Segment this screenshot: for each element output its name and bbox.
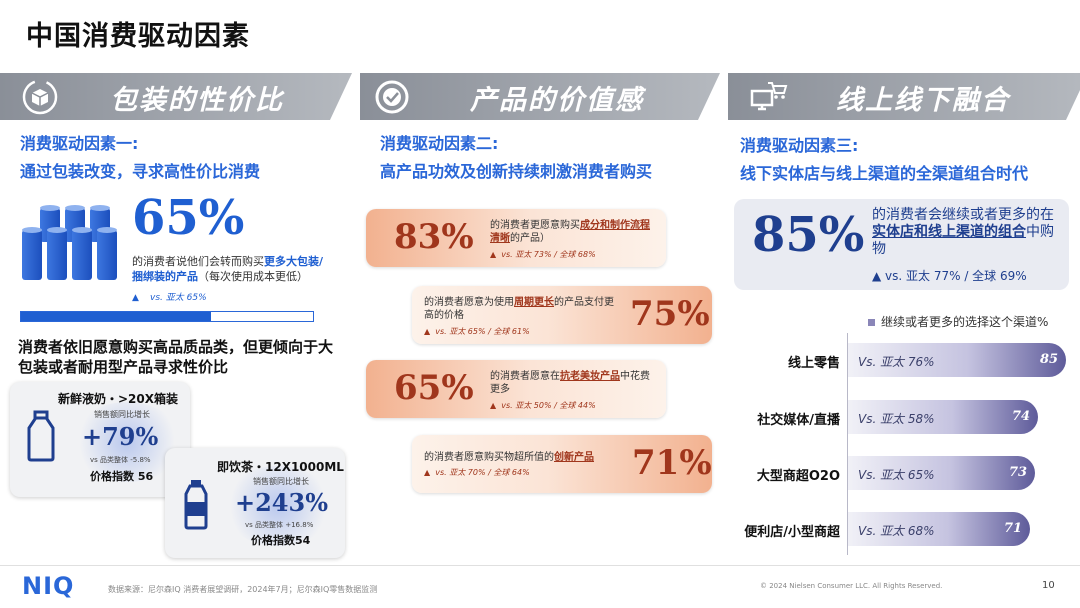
copyright: © 2024 Nielsen Consumer LLC. All Rights … [760,582,943,590]
col1-vs-text: vs. 亚太 65% [150,293,207,303]
up-triangle-icon: ▲ [132,293,139,303]
check-badge-icon [372,77,412,117]
col1-progress-bar [20,311,314,322]
value-item-1: 83% 的消费者更愿意购买成分和制作流程清晰的产品） ▲ vs. 亚太 73% … [366,209,666,267]
col2-heading: 消费驱动因素二: [380,134,499,153]
tea-card: 即饮茶・12X1000ML 销售额同比增长 +243% vs 品类整体 +16.… [165,448,345,558]
item-value: 75% [630,294,710,334]
col1-description: 的消费者说他们会转而购买更多大包装/捆绑装的产品（每次使用成本更低） [132,254,332,284]
bar [848,456,1035,490]
card-index: 价格指数 56 [90,470,154,483]
desc-suffix: （每次使用成本更低） [198,270,308,283]
col3-big-value: 85% [752,207,865,263]
legend-label: 继续或者更多的选择这个渠道% [881,315,1049,329]
milk-bottle-icon [26,410,56,466]
col1-vs: ▲ vs. 亚太 65% [132,285,207,304]
item-vs: ▲ vs. 亚太 73% / 全球 68% [490,250,596,259]
value-item-4: 的消费者愿意购买物超所值的创新产品 ▲ vs. 亚太 70% / 全球 64% … [412,435,712,493]
card-vs: vs 品类整体 -5.8% [90,456,151,464]
card-subtitle: 销售额同比增长 [253,477,309,486]
desc-prefix: 的消费者说他们会转而购买 [132,255,264,268]
card-value: +79% [82,422,159,451]
bar [848,512,1030,546]
item-vs: ▲ vs. 亚太 50% / 全球 44% [490,401,596,410]
footer-divider [0,565,1080,566]
bar-annotation: Vs. 亚太 76% [858,355,935,369]
bar-value-label: 71 [1004,521,1023,536]
card-title: 即饮茶・12X1000ML [217,460,344,474]
package-cycle-icon [20,77,60,117]
col1-mid-title: 消费者依旧愿意购买高品质品类，但更倾向于大包装或者耐用型产品寻求性价比 [18,338,334,376]
value-item-3: 65% 的消费者愿意在抗老美妆产品中花费更多 ▲ vs. 亚太 50% / 全球… [366,360,666,418]
page-title: 中国消费驱动因素 [26,21,250,52]
col3-subheading: 线下实体店与线上渠道的全渠道组合时代 [740,164,1029,183]
card-subtitle: 销售额同比增长 [94,410,150,419]
bar-value-label: 74 [1012,409,1031,424]
col1-subheading: 通过包装改变，寻求高性价比消费 [20,162,261,181]
col1-big-value: 65% [132,190,245,246]
item-text: 的消费者愿意为使用周期更长的产品支付更高的价格 [424,297,614,321]
legend-swatch [868,319,875,326]
card-index: 价格指数54 [251,534,311,547]
chart-axis [847,333,848,555]
chart-row: 社交媒体/直播 Vs. 亚太 58% 74 [730,400,1070,436]
value-item-2: 的消费者愿意为使用周期更长的产品支付更高的价格 ▲ vs. 亚太 65% / 全… [412,286,712,344]
banner-title: 线上线下融合 [836,85,1010,116]
col3-heading: 消费驱动因素三: [740,136,859,155]
col2-subheading: 高产品功效及创新持续刺激消费者购买 [380,162,653,181]
bar [848,400,1038,434]
banner-title: 产品的价值感 [470,85,644,116]
cans-icon [20,200,120,285]
desc-strong: 更多大包装/捆绑装的产品 [132,255,324,283]
item-value: 71% [632,443,712,483]
chart-row: 便利店/小型商超 Vs. 亚太 68% 71 [730,512,1070,548]
col3-vs: ▲ vs. 亚太 77% / 全球 69% [872,269,1027,283]
bar-category-label: 便利店/小型商超 [744,525,840,540]
chart-row: 大型商超O2O Vs. 亚太 65% 73 [730,456,1070,492]
item-text: 的消费者愿意在抗老美妆产品中花费更多 [490,371,650,395]
computer-cart-icon [748,77,788,117]
card-title: 新鲜液奶・>20X箱装 [58,392,179,406]
item-value: 83% [394,217,474,257]
niq-logo: NIQ [22,572,75,600]
col1-heading: 消费驱动因素一: [20,134,139,153]
item-value: 65% [394,368,474,408]
banner-title: 包装的性价比 [110,85,284,116]
item-vs: ▲ vs. 亚太 65% / 全球 61% [424,327,530,336]
col3-highlight-box [734,199,1069,290]
milk-card: 新鲜液奶・>20X箱装 销售额同比增长 +79% vs 品类整体 -5.8% 价… [10,382,190,497]
bar-category-label: 社交媒体/直播 [757,413,840,428]
col3-text: 的消费者会继续或者更多的在实体店和线上渠道的组合中购物 [872,207,1054,257]
chart-legend: 继续或者更多的选择这个渠道% [868,313,1048,330]
card-value: +243% [235,488,329,517]
chart-row: 线上零售 Vs. 亚太 76% 85 [730,343,1070,379]
water-bottle-icon [183,478,209,534]
banner-omnichannel: 线上线下融合 [728,73,1080,120]
bar-annotation: Vs. 亚太 58% [858,412,935,426]
card-vs: vs 品类整体 +16.8% [245,521,314,529]
bar-category-label: 大型商超O2O [756,469,840,484]
banner-packaging: 包装的性价比 [0,73,352,120]
item-text: 的消费者愿意购买物超所值的创新产品 [424,452,594,463]
bar [848,343,1066,377]
bar-value-label: 73 [1009,465,1028,480]
bar-annotation: Vs. 亚太 65% [858,468,935,482]
progress-fill [21,312,211,321]
item-text: 的消费者更愿意购买成分和制作流程清晰的产品） [490,220,650,244]
data-source: 数据来源：尼尔森IQ 消费者展望调研，2024年7月；尼尔森IQ零售数据监测 [108,585,378,594]
banner-value: 产品的价值感 [360,73,720,120]
page-number: 10 [1042,580,1055,591]
bar-category-label: 线上零售 [787,356,840,371]
item-vs: ▲ vs. 亚太 70% / 全球 64% [424,468,530,477]
bar-annotation: Vs. 亚太 68% [858,524,935,538]
bar-value-label: 85 [1040,352,1059,367]
